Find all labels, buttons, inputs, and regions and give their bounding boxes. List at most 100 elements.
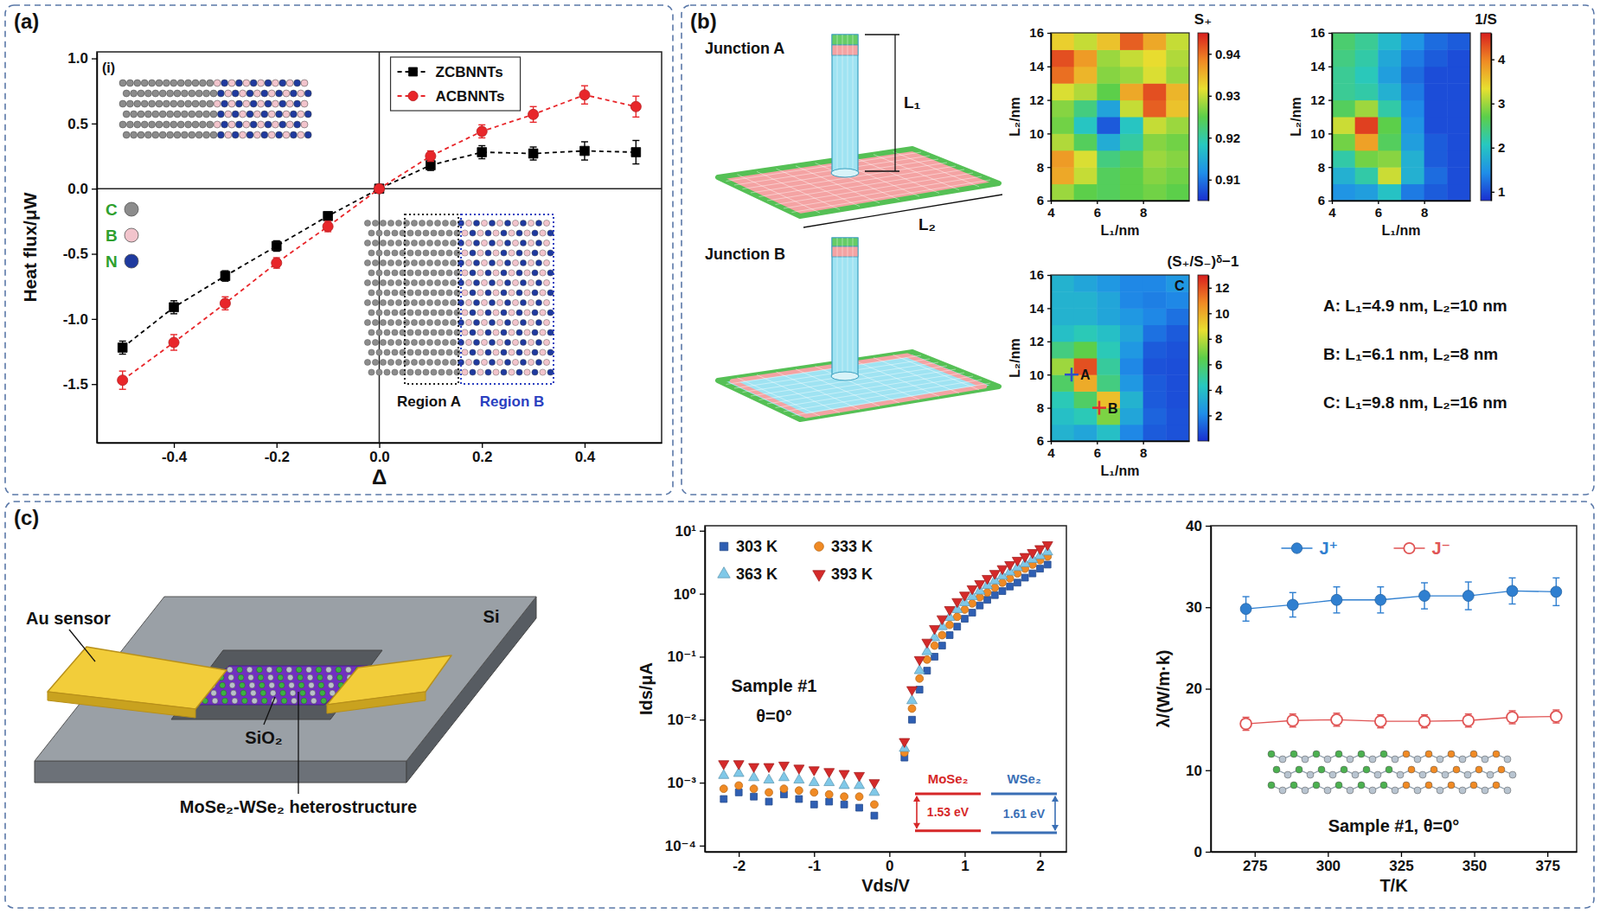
cell (1096, 341, 1120, 359)
sheet-grid (854, 360, 941, 397)
atom (148, 121, 156, 128)
plot-frame (1050, 32, 1190, 201)
atom (345, 666, 352, 673)
atom (492, 269, 500, 276)
cell (1401, 184, 1425, 201)
atom (170, 100, 178, 108)
cell (1446, 150, 1471, 168)
error-bar-cap (530, 121, 538, 123)
tick: -0.4 (161, 442, 188, 466)
tick-mark (1491, 147, 1495, 149)
tick: 1.0 (67, 50, 97, 67)
marker (780, 785, 788, 794)
tick: 2 (1491, 140, 1505, 155)
error-bar-cap (1376, 612, 1384, 614)
tick-label: 20 (1185, 680, 1203, 698)
atom (387, 239, 394, 246)
atom (415, 329, 422, 336)
atom (159, 110, 167, 118)
cell (1377, 32, 1402, 51)
atom (371, 259, 378, 266)
marker (1331, 594, 1343, 606)
marker (1021, 574, 1029, 582)
atom (159, 131, 167, 139)
legend-label: 393 K (831, 565, 873, 583)
atom (1301, 755, 1309, 763)
tick: 16 (1310, 25, 1332, 40)
tick-label: -1 (807, 857, 821, 875)
atom (488, 299, 495, 306)
atom (140, 121, 148, 128)
atom (1295, 766, 1303, 774)
error-bar-cap (581, 103, 589, 105)
atom (376, 230, 383, 237)
atom (203, 110, 211, 118)
tick: 40 (1185, 518, 1211, 535)
atom (239, 682, 246, 689)
tick-label: 10 (1185, 762, 1203, 780)
atom (1475, 766, 1483, 774)
error-bar-cap (119, 340, 127, 342)
cell (1074, 116, 1098, 135)
atom (543, 279, 550, 286)
marker (425, 150, 436, 161)
atom (415, 249, 422, 256)
atom (496, 219, 503, 226)
atom (266, 666, 273, 673)
atom (415, 349, 422, 356)
atom (441, 299, 448, 306)
marker (968, 599, 977, 608)
atom (531, 269, 538, 276)
tick-mark (1328, 133, 1332, 135)
tick-label: 8 (1139, 204, 1147, 220)
cell (1143, 66, 1167, 84)
atom (326, 674, 333, 681)
error-bar-cap (478, 158, 486, 160)
atom (261, 110, 269, 118)
tick-label: 0.92 (1215, 130, 1241, 146)
atom (441, 358, 448, 365)
tick: 4 (1208, 382, 1223, 397)
cell (1143, 291, 1167, 309)
marker (983, 588, 992, 597)
atom (504, 299, 511, 306)
atom (407, 369, 414, 376)
tick: 6 (1094, 441, 1101, 461)
atom (368, 289, 375, 296)
cell (1143, 116, 1167, 135)
tick-mark (173, 442, 175, 448)
atom (512, 299, 519, 306)
atom (162, 79, 170, 87)
cell (1120, 307, 1144, 326)
atom (228, 121, 236, 128)
cell (1165, 66, 1190, 84)
tick-label: 275 (1242, 857, 1268, 875)
atom (496, 239, 503, 246)
atom (277, 674, 284, 681)
atom (203, 89, 211, 97)
atom (210, 89, 218, 97)
atom (173, 89, 181, 97)
tube-grid (837, 34, 839, 173)
atom (496, 299, 503, 306)
atom (543, 259, 550, 266)
tick-mark (1328, 166, 1332, 168)
atom (508, 249, 515, 256)
atom (230, 690, 237, 697)
atom (480, 239, 487, 246)
atom (198, 100, 206, 108)
tick: -2 (732, 851, 746, 875)
point-label: B (1107, 401, 1119, 416)
atom (1346, 755, 1354, 763)
atom (257, 100, 265, 108)
cell (1074, 307, 1098, 326)
atom (256, 666, 263, 673)
cell (1096, 424, 1120, 442)
atom (391, 349, 398, 356)
atom (195, 89, 203, 97)
annotation: θ=0° (755, 706, 793, 726)
band-edge (915, 793, 981, 796)
atom (504, 319, 511, 326)
tick-label: 325 (1388, 857, 1414, 875)
atom (446, 230, 453, 237)
